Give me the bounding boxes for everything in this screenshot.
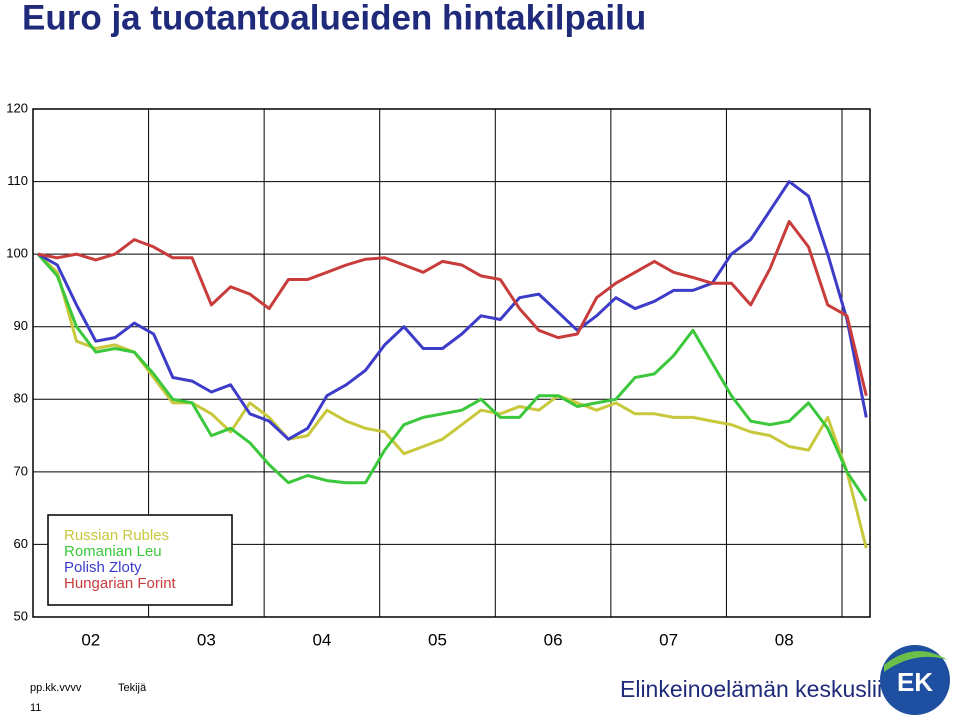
slide-title: Euro ja tuotantoalueiden hintakilpailu [22,0,646,37]
x-tick-label: 08 [775,630,794,649]
x-tick-label: 04 [312,630,331,649]
legend-entry: Hungarian Forint [64,575,177,592]
legend-entry: Romanian Leu [64,543,162,560]
legend-entry: Russian Rubles [64,527,169,544]
page-number: 11 [30,702,41,714]
footer-date: pp.kk.vvvv [30,682,82,694]
y-tick-label: 110 [7,173,28,188]
legend-box [47,514,233,606]
y-tick-label: 90 [14,318,28,333]
y-tick-label: 50 [14,608,28,623]
x-tick-label: 07 [659,630,678,649]
logo-swoosh [884,651,948,672]
y-tick-label: 60 [14,536,28,551]
series-line [37,180,868,441]
x-tick-label: 03 [197,630,216,649]
y-tick-label: 70 [14,463,28,478]
series-line [36,253,868,549]
plot [33,108,870,618]
x-tick-label: 05 [428,630,447,649]
y-tick-label: 80 [14,391,28,406]
series-line [37,220,868,397]
footer-author: Tekijä [118,682,147,694]
logo-text: EK [897,667,933,697]
y-tick-label: 120 [6,100,28,115]
y-tick-label: 100 [6,246,28,261]
x-tick-label: 06 [544,630,563,649]
legend-entry: Polish Zloty [64,559,142,576]
series-line [36,253,868,502]
x-tick-label: 02 [81,630,100,649]
org-name: Elinkeinoelämän keskusliitto [620,676,908,702]
